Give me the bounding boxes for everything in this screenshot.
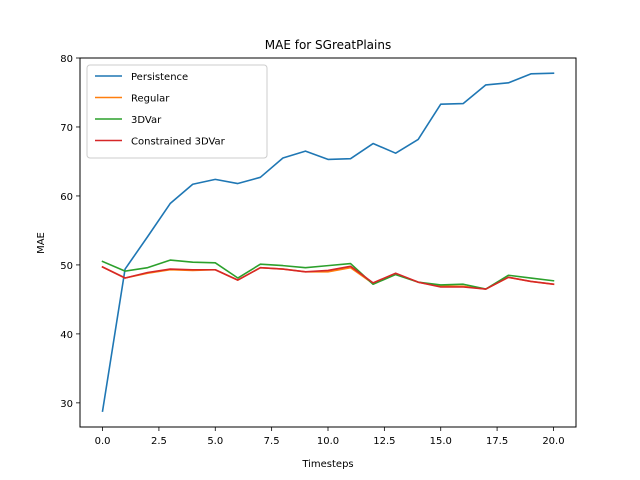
x-axis-ticks: 0.0 2.5 5.0 7.5 10.0 12.5 15.0 17.5 20.0 (95, 427, 565, 447)
y-tick-label: 60 (60, 192, 73, 203)
x-tick-label: 7.5 (264, 436, 280, 447)
y-axis-label: MAE (36, 232, 47, 254)
x-tick-label: 15.0 (430, 436, 452, 447)
legend-label-regular: Regular (131, 94, 170, 105)
legend-box (86, 64, 268, 159)
x-tick-label: 20.0 (542, 436, 564, 447)
series-line-persistence (101, 72, 555, 413)
x-tick-label: 2.5 (151, 436, 167, 447)
y-tick-label: 80 (60, 54, 73, 65)
legend-label-3dvar: 3DVar (131, 115, 162, 126)
legend-label-persistence: Persistence (131, 72, 188, 83)
x-axis-label: Timesteps (301, 459, 353, 470)
x-tick-label: 10.0 (317, 436, 339, 447)
x-tick-label: 5.0 (207, 436, 223, 447)
y-axis-ticks: 30 40 50 60 70 80 (60, 54, 80, 410)
series-line-3dvar (101, 259, 555, 290)
legend-label-constrained-3dvar: Constrained 3DVar (131, 137, 226, 148)
y-tick-label: 70 (60, 123, 73, 134)
legend: Persistence Regular 3DVar Constrained 3DVar (86, 64, 268, 159)
y-tick-label: 40 (60, 330, 73, 341)
y-tick-label: 50 (60, 261, 73, 272)
series-layer (101, 72, 555, 413)
x-tick-label: 17.5 (486, 436, 508, 447)
chart-title: MAE for SGreatPlains (265, 38, 391, 52)
series-line-constrained-3dvar (101, 265, 555, 290)
x-tick-label: 12.5 (373, 436, 395, 447)
x-tick-label: 0.0 (95, 436, 111, 447)
y-tick-label: 30 (60, 399, 73, 410)
